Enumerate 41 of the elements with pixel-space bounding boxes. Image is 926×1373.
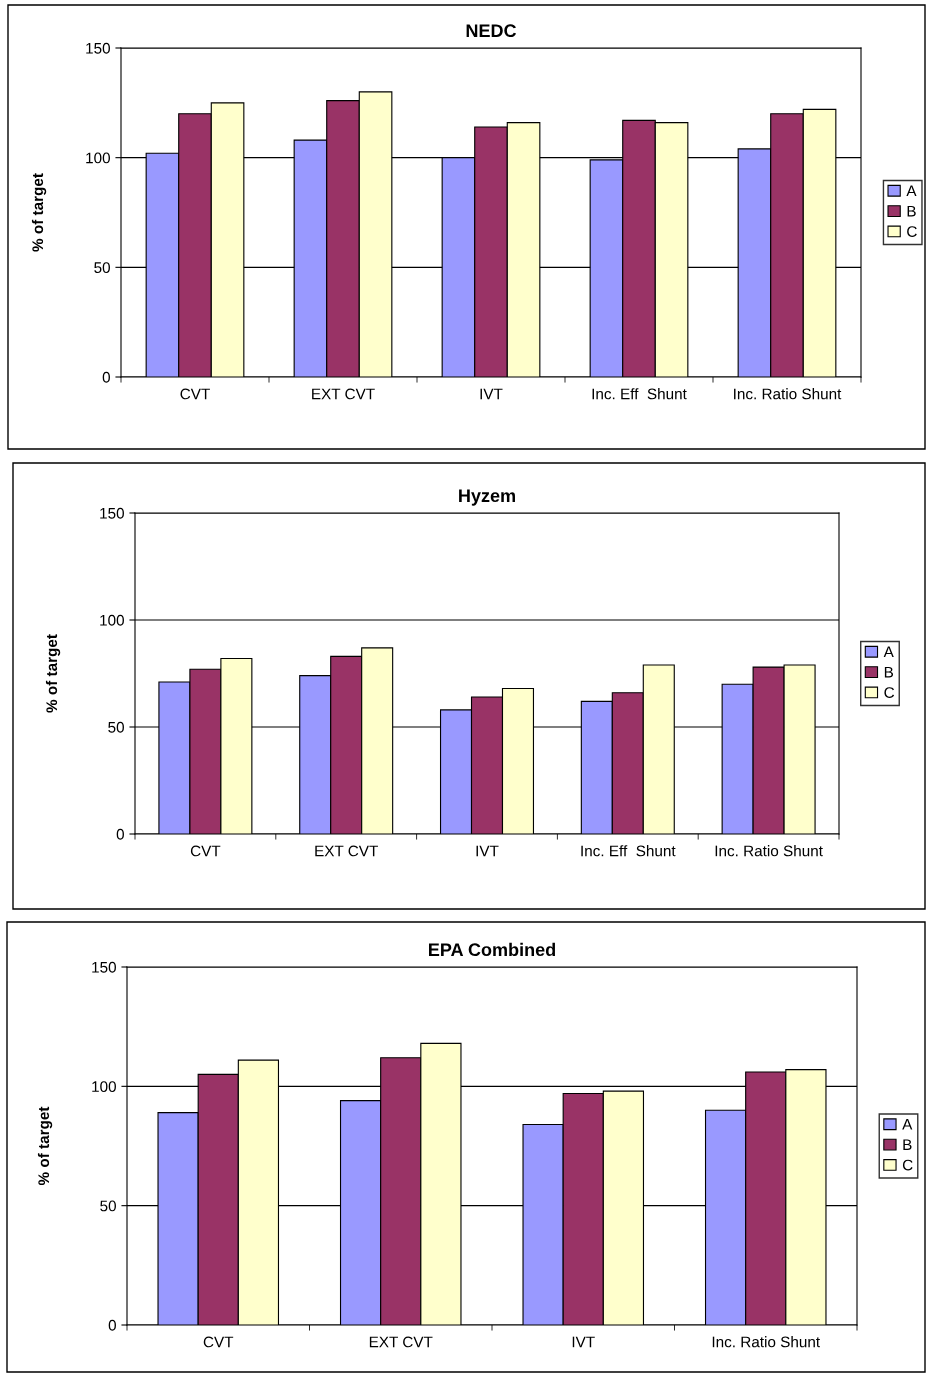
chart-title: EPA Combined: [429, 942, 556, 957]
y-tick-label: 0: [108, 1319, 116, 1331]
y-tick-label: 150: [100, 507, 124, 519]
y-axis-title: % of target: [45, 634, 61, 713]
x-tick-label: IVT: [572, 1336, 595, 1348]
chart-title: Hyzem: [459, 489, 515, 506]
y-tick-label: 150: [86, 42, 110, 54]
legend-label: B: [907, 205, 916, 217]
x-tick-label: IVT: [476, 845, 499, 857]
x-tick-label: Inc. Ratio Shunt: [715, 845, 823, 857]
y-axis-title: % of target: [31, 173, 47, 252]
y-tick-label: 50: [108, 721, 124, 733]
y-tick-label: 0: [116, 828, 124, 840]
legend-label: A: [902, 1119, 913, 1130]
legend-label: A: [906, 185, 917, 197]
x-tick-label: Inc. Eff Shunt: [581, 845, 676, 857]
x-tick-label: EXT CVT: [369, 1336, 433, 1348]
y-tick-label: 0: [102, 371, 110, 383]
legend-label: C: [884, 687, 895, 698]
chart-title: NEDC: [466, 24, 517, 38]
y-tick-label: 100: [86, 152, 110, 164]
x-tick-label: Inc. Ratio Shunt: [734, 388, 842, 400]
y-tick-label: 100: [92, 1081, 116, 1093]
legend-label: C: [907, 226, 917, 237]
legend-label: C: [902, 1159, 913, 1171]
legend-label: B: [884, 666, 894, 678]
x-tick-label: Inc. Eff Shunt: [592, 388, 687, 400]
x-tick-label: IVT: [480, 388, 503, 400]
y-tick-label: 100: [100, 614, 124, 626]
x-tick-label: CVT: [203, 1336, 234, 1348]
x-tick-label: CVT: [190, 845, 221, 857]
x-tick-label: EXT CVT: [315, 845, 378, 857]
y-tick-label: 50: [94, 262, 110, 274]
x-tick-label: EXT CVT: [312, 388, 375, 400]
legend-label: B: [903, 1139, 912, 1150]
y-axis-title: % of target: [37, 1106, 53, 1186]
x-tick-label: CVT: [180, 388, 210, 400]
legend-label: A: [883, 646, 894, 658]
x-tick-label: Inc. Ratio Shunt: [712, 1336, 820, 1348]
y-tick-label: 150: [92, 961, 116, 973]
y-tick-label: 50: [100, 1200, 116, 1212]
